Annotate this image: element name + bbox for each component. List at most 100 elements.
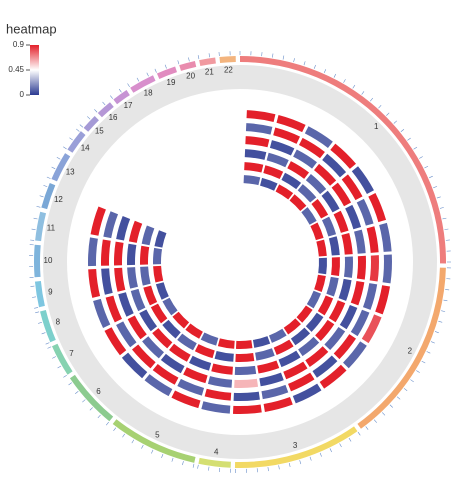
heatmap-cell — [331, 182, 352, 207]
axis-tick — [442, 217, 447, 220]
chromosome-arc — [156, 66, 177, 79]
heatmap-cell — [162, 319, 181, 339]
heatmap-cell — [155, 282, 169, 300]
axis-tick — [400, 128, 405, 132]
axis-tick — [146, 72, 149, 77]
heatmap-cell — [185, 323, 203, 339]
colorbar-label: 0.9 — [13, 40, 25, 49]
chromosome-arc — [69, 374, 114, 422]
axis-tick — [381, 412, 386, 416]
chromosome-label: 18 — [144, 89, 153, 98]
axis-tick — [182, 461, 184, 466]
chromosome-label: 5 — [155, 430, 160, 439]
heatmap-cell — [331, 257, 340, 277]
axis-tick — [348, 437, 352, 442]
heatmap-cell — [153, 247, 163, 265]
axis-tick — [396, 396, 401, 400]
axis-tick — [34, 307, 39, 309]
heatmap-cell — [140, 266, 151, 286]
axis-tick — [57, 365, 62, 369]
heatmap-cell — [177, 378, 205, 396]
axis-tick — [428, 175, 433, 179]
heatmap-cell — [324, 327, 346, 351]
axis-tick — [177, 60, 180, 65]
legend-title: heatmap — [6, 21, 57, 36]
axis-tick — [208, 53, 210, 58]
heatmap-cell — [301, 207, 317, 225]
axis-tick — [127, 83, 130, 88]
heatmap-cell — [345, 204, 362, 230]
chromosome-label: 20 — [186, 72, 195, 81]
chromosome-arc — [97, 102, 114, 118]
heatmap-cell — [350, 281, 365, 306]
heatmap-cell — [233, 391, 260, 402]
axis-tick — [313, 64, 316, 69]
chromosome-label: 19 — [167, 78, 176, 87]
colorbar-label: 0.45 — [8, 65, 24, 74]
axis-tick — [339, 443, 342, 448]
heatmap-cell — [314, 274, 326, 292]
heatmap-cell — [169, 343, 191, 362]
heatmap-cell — [269, 140, 295, 156]
axis-tick — [434, 331, 439, 334]
heatmap-cell — [116, 216, 131, 241]
heatmap-cell — [298, 336, 320, 357]
heatmap-cell — [321, 190, 340, 213]
axis-tick — [122, 433, 125, 438]
chromosome-arc — [67, 131, 86, 153]
axis-tick — [94, 109, 98, 113]
axis-tick — [436, 196, 441, 199]
heatmap-cell — [382, 254, 393, 284]
chromosome-arc — [40, 309, 56, 343]
heatmap-cell — [297, 184, 317, 203]
heatmap-cell — [318, 257, 327, 275]
chromosome-label: 1 — [374, 122, 379, 131]
axis-tick — [333, 73, 337, 78]
axis-tick — [141, 444, 144, 449]
heatmap-cell — [305, 173, 327, 195]
heatmap-cell — [298, 137, 325, 159]
heatmap-cell — [266, 152, 289, 168]
heatmap-cell — [293, 149, 317, 169]
chromosome-label: 7 — [69, 349, 74, 358]
chromosome-label: 13 — [66, 167, 75, 176]
heatmap-cell — [304, 126, 333, 148]
axis-tick — [430, 341, 435, 344]
heatmap-cell — [273, 339, 294, 356]
heatmap-cell — [105, 295, 122, 323]
heatmap-cell — [259, 372, 284, 387]
heatmap-cell — [104, 327, 127, 356]
axis-tick — [89, 407, 93, 411]
heatmap-cell — [207, 376, 233, 388]
chromosome-label: 2 — [408, 347, 413, 356]
chromosome-arc — [83, 115, 99, 132]
axis-tick — [192, 463, 195, 468]
heatmap-cell — [118, 292, 134, 317]
heatmap-cell — [143, 285, 158, 306]
chromosome-arc — [34, 244, 41, 278]
heatmap-cell — [235, 340, 253, 349]
heatmap-cell — [261, 384, 289, 400]
axis-tick — [136, 77, 140, 82]
heatmap-cell — [287, 161, 310, 179]
heatmap-cell — [328, 236, 340, 256]
heatmap-cell — [204, 388, 232, 401]
axis-tick — [389, 404, 393, 408]
axis-tick — [97, 414, 101, 419]
axis-tick — [343, 79, 346, 83]
axis-tick — [33, 217, 38, 220]
heatmap-cell — [101, 268, 113, 295]
axis-tick — [361, 91, 365, 95]
axis-tick — [79, 124, 84, 128]
heatmap-cell — [362, 283, 378, 310]
heatmap-cell — [275, 184, 294, 200]
heatmap-cell — [321, 216, 337, 237]
heatmap-cell — [312, 355, 338, 378]
heatmap-cell — [343, 256, 354, 278]
axis-tick — [299, 460, 302, 465]
heatmap-cell — [289, 194, 307, 211]
axis-tick — [416, 370, 420, 373]
heatmap-cell — [290, 327, 311, 346]
